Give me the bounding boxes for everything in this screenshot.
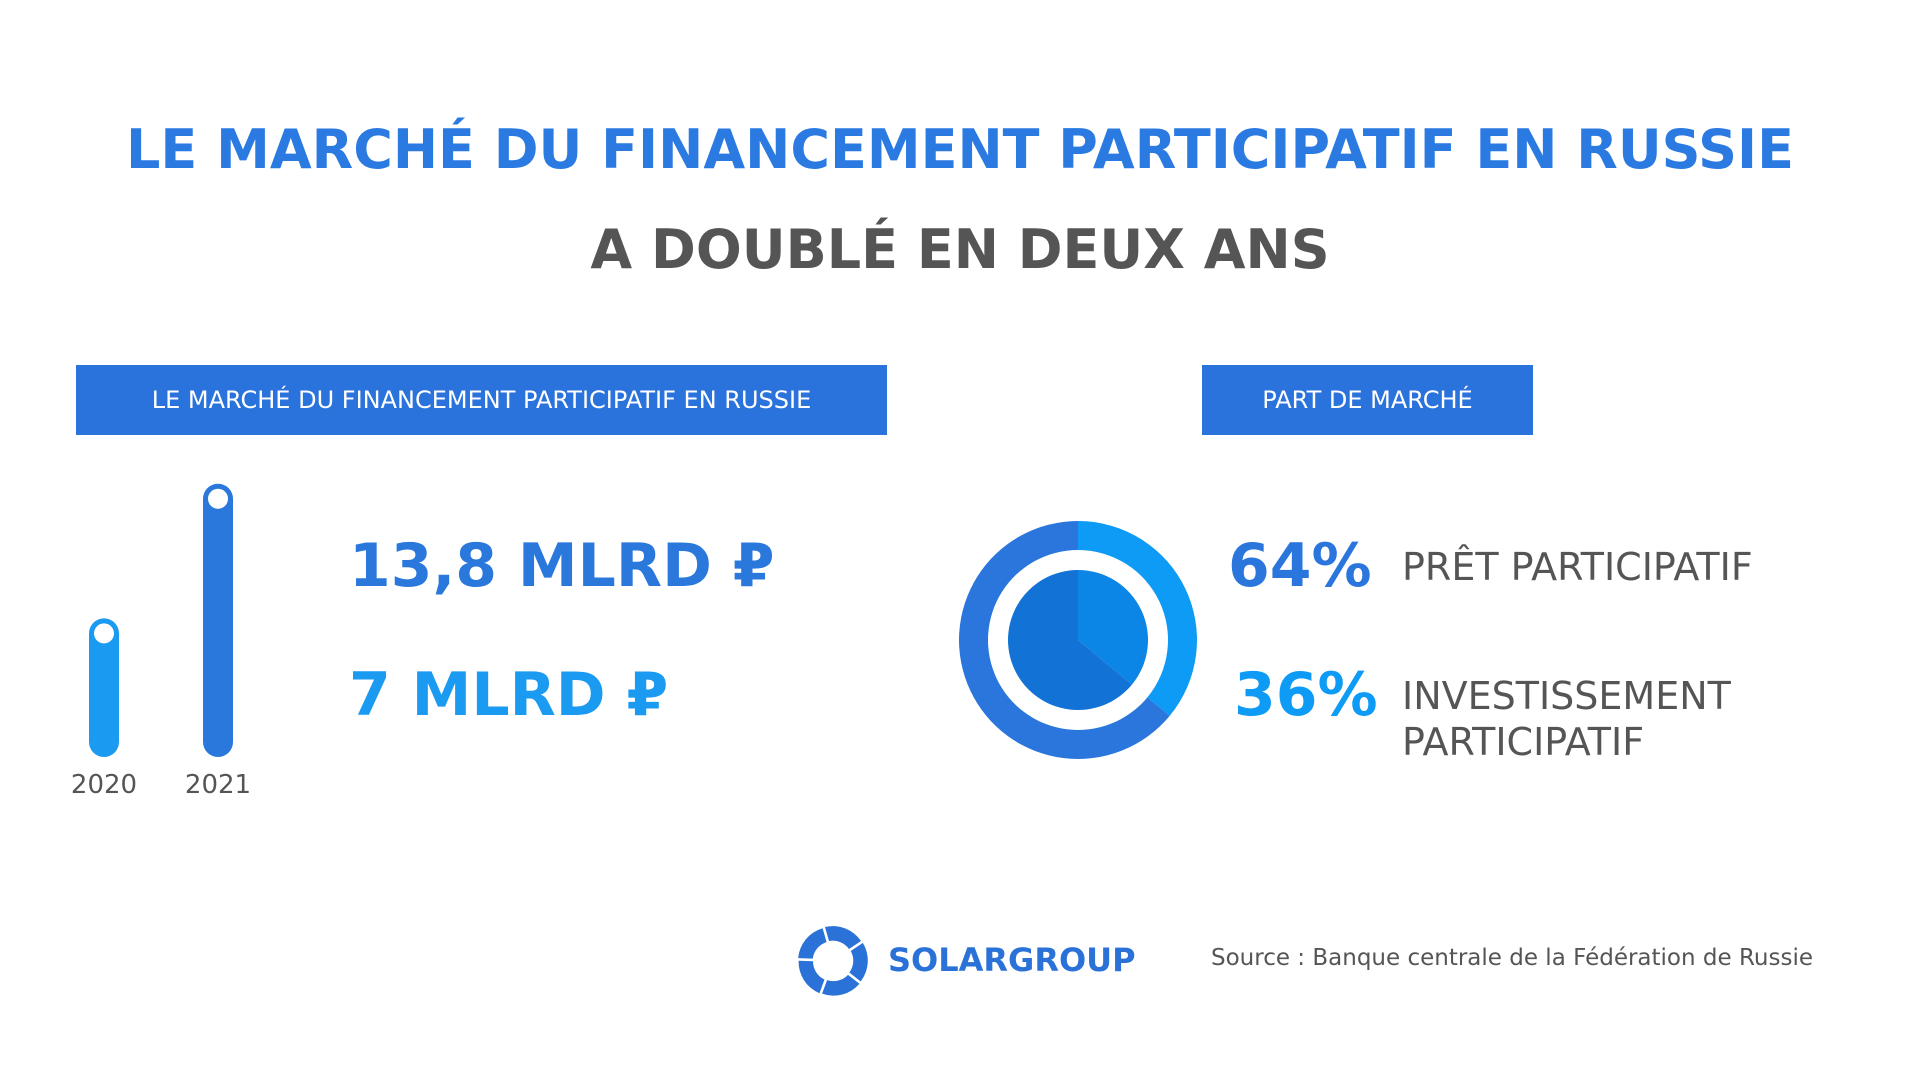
year-label: 2020 bbox=[70, 770, 138, 800]
donut-segment bbox=[958, 521, 1170, 759]
bar-knob bbox=[94, 623, 114, 644]
subtitle: A DOUBLÉ EN DEUX ANS bbox=[590, 218, 1330, 281]
value-label: 7 MLRD ₽ bbox=[349, 660, 669, 730]
year-label: 2021 bbox=[184, 770, 252, 800]
category-label: PRÊT PARTICIPATIF bbox=[1402, 545, 1753, 589]
bar-knob bbox=[208, 488, 228, 509]
donut-segment-inner bbox=[1078, 570, 1148, 685]
source: Source : Banque centrale de la Fédératio… bbox=[1211, 945, 1813, 971]
percent-label: 36% bbox=[1234, 660, 1378, 730]
title: LE MARCHÉ DU FINANCEMENT PARTICIPATIF EN… bbox=[125, 118, 1794, 181]
percent-label: 64% bbox=[1228, 531, 1372, 601]
category-label: INVESTISSEMENT PARTICIPATIF bbox=[1402, 674, 1731, 764]
bar-chart-title: LE MARCHÉ DU FINANCEMENT PARTICIPATIF EN… bbox=[76, 365, 887, 435]
logo: SOLARGROUP bbox=[888, 941, 1136, 979]
donut-ring bbox=[993, 555, 1163, 725]
bar bbox=[89, 618, 119, 757]
value-label: 13,8 MLRD ₽ bbox=[349, 531, 775, 601]
donut-segment bbox=[1078, 521, 1197, 716]
donut-segment-inner bbox=[1007, 570, 1132, 710]
bar bbox=[203, 483, 233, 757]
pie-chart-title: PART DE MARCHÉ bbox=[1202, 365, 1533, 435]
logo-icon bbox=[798, 926, 868, 996]
